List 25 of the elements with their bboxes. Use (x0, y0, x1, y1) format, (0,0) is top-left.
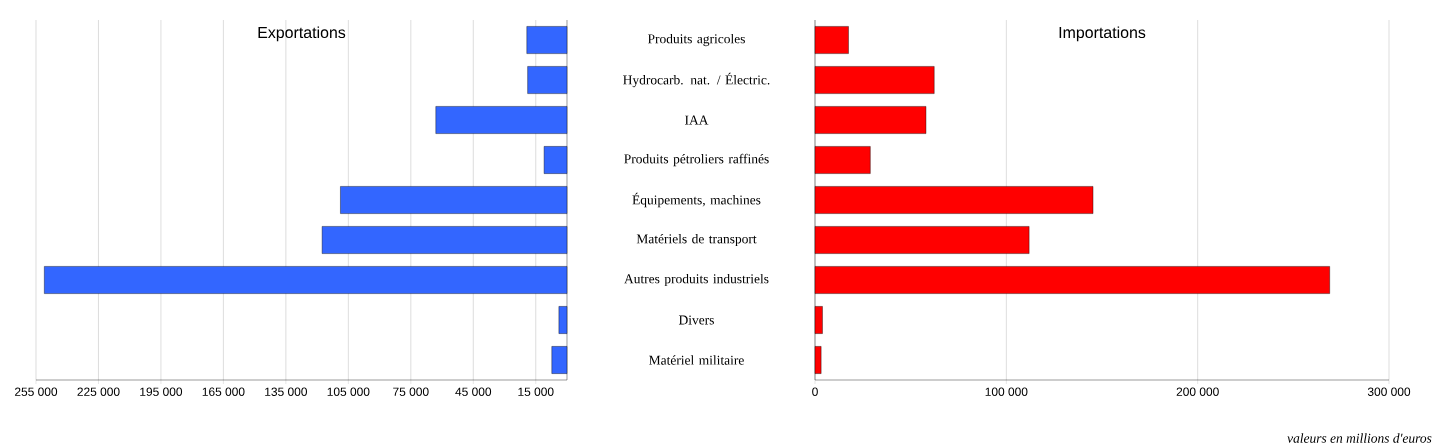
y-tick-label: Hydrocarb. nat. / Électric. (623, 72, 770, 88)
x-tick-label: 100 000 (985, 387, 1028, 396)
chart-title: Importations (1059, 26, 1146, 42)
y-tick-label: Produits agricoles (647, 33, 745, 47)
x-tick-label: 225 000 (77, 387, 120, 396)
x-tick-label: 105 000 (327, 387, 370, 396)
chart-title: Exportations (258, 26, 346, 42)
x-tick-label: 15 000 (518, 387, 554, 396)
x-tick-label: 0 (812, 387, 818, 396)
x-tick-label: 135 000 (265, 387, 308, 396)
x-tick-label: 195 000 (140, 387, 183, 396)
x-tick-label: 200 000 (1176, 387, 1219, 396)
y-tick-label: Matériel militaire (649, 355, 744, 365)
y-tick-label: Produits pétroliers raffinés (624, 153, 769, 167)
y-tick-label: Divers (678, 315, 714, 325)
y-tick-label: Autres produits industriels (624, 273, 769, 287)
x-tick-label: 255 000 (14, 387, 58, 396)
y-tick-label: Matériels de transport (636, 233, 757, 247)
x-tick-label: 75 000 (393, 387, 429, 396)
x-tick-label: 45 000 (455, 387, 492, 396)
x-tick-label: 300 000 (1367, 387, 1411, 396)
y-tick-label: Équipements, machines (632, 192, 761, 208)
y-tick-label: IAA (685, 115, 709, 125)
text: valeurs en millions d'euros (1287, 433, 1432, 443)
x-tick-label: 165 000 (202, 387, 245, 396)
